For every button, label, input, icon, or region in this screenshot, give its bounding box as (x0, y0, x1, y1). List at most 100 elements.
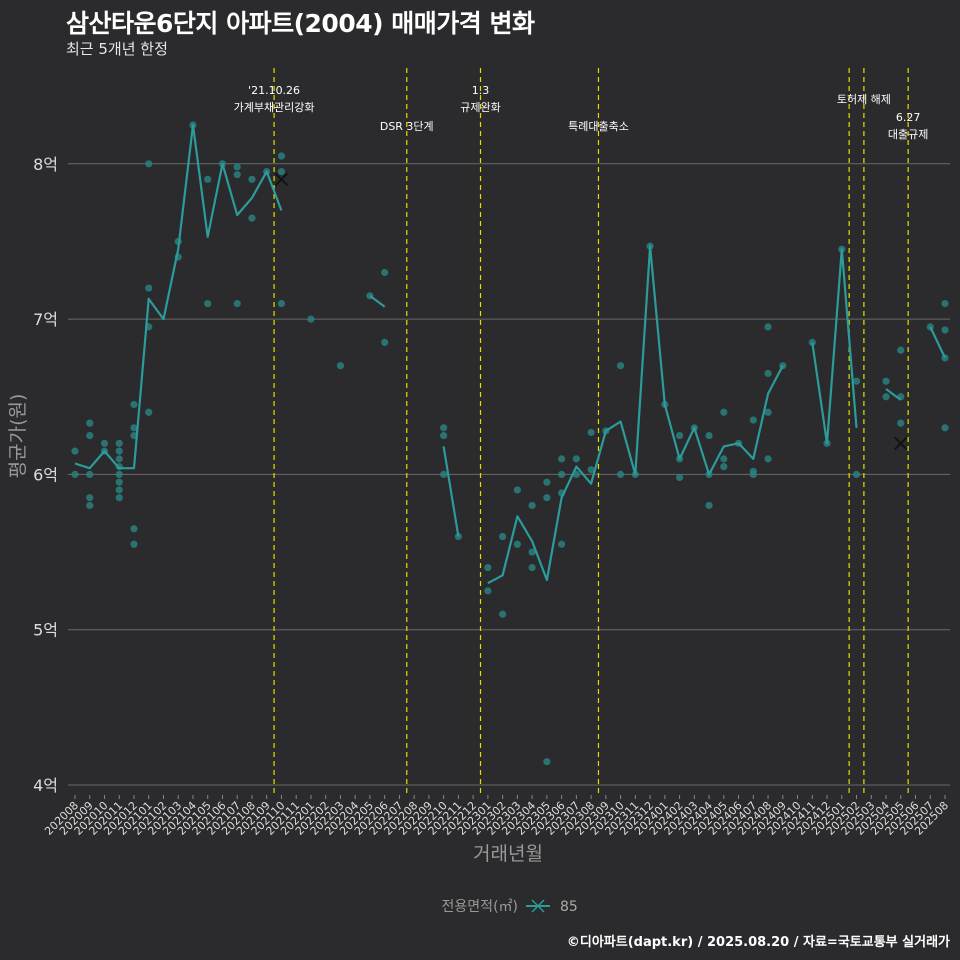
series-line (811, 248, 858, 445)
data-point (852, 377, 861, 385)
data-point (705, 431, 713, 440)
y-tick-label: 4억 (33, 776, 58, 795)
grid-lines (68, 163, 950, 786)
legend-label: 85 (560, 899, 578, 915)
cross-marker (274, 172, 289, 186)
data-point (720, 463, 728, 471)
series-line (929, 326, 946, 359)
data-point (440, 431, 448, 440)
data-point (233, 299, 241, 308)
data-point (705, 501, 713, 510)
data-point (528, 501, 536, 510)
data-point (71, 470, 79, 478)
data-point (277, 152, 286, 160)
data-point (926, 323, 934, 331)
data-point (941, 326, 949, 334)
data-point (499, 532, 507, 541)
data-point (720, 455, 728, 463)
average-price-line (74, 123, 946, 585)
data-point (115, 447, 123, 455)
data-point (587, 466, 595, 474)
data-point (882, 377, 890, 385)
x-axis-title: 거래년월 (473, 843, 543, 865)
data-point (336, 362, 345, 370)
series-line (885, 388, 902, 401)
data-point (897, 419, 905, 427)
data-point (852, 470, 861, 478)
data-point (543, 758, 551, 766)
data-point (100, 439, 109, 447)
data-point (130, 540, 138, 548)
series-line (369, 294, 386, 308)
data-point (484, 563, 492, 572)
data-point (587, 428, 595, 437)
legend-title: 전용면적(㎡) (442, 899, 518, 915)
data-point (454, 532, 462, 541)
data-point (115, 486, 123, 494)
data-point (145, 160, 153, 168)
data-point (277, 299, 286, 308)
series-line (74, 123, 283, 470)
data-point (145, 408, 153, 416)
data-point (675, 431, 684, 440)
data-point (115, 470, 123, 478)
data-point (115, 478, 123, 486)
event-label: 6.27 (896, 111, 921, 124)
event-label: 특례대출축소 (568, 120, 629, 133)
data-point (86, 431, 94, 440)
event-label: 가계부채관리강화 (234, 101, 315, 114)
data-point (248, 214, 256, 222)
y-tick-label: 6억 (33, 465, 58, 484)
data-point (115, 439, 123, 447)
event-label: 토허제 해제 (837, 92, 891, 106)
y-axis-title: 평균가(원) (7, 394, 29, 479)
data-point (86, 501, 94, 510)
data-point (764, 455, 772, 463)
data-point (233, 163, 241, 171)
y-axis-ticks: 4억 5억 6억 7억 8억 (33, 155, 58, 795)
data-point (749, 416, 757, 424)
data-point (941, 299, 949, 308)
data-point (233, 171, 241, 179)
data-point (543, 478, 551, 486)
data-point (86, 419, 94, 427)
x-axis-ticks: 2020082020092020102020112020122021012021… (42, 795, 951, 838)
data-point (808, 338, 816, 346)
data-point (528, 548, 536, 556)
legend: 전용면적(㎡) 85 (442, 899, 578, 915)
data-point (130, 424, 138, 432)
y-tick-label: 7억 (33, 310, 58, 329)
chart-subtitle: 최근 5개년 한정 (66, 40, 168, 58)
cross-marker (894, 436, 908, 450)
source-credit: ©디아파트(dapt.kr) / 2025.08.20 / 자료=국토교통부 실… (566, 935, 950, 950)
data-point (499, 610, 507, 618)
series-line (442, 446, 460, 537)
data-point (204, 175, 212, 183)
event-label: '21.10.26 (248, 84, 300, 97)
event-label: 규제완화 (460, 101, 500, 114)
data-point (115, 455, 123, 463)
data-point (764, 369, 772, 378)
data-point (897, 346, 905, 354)
data-point (145, 284, 153, 292)
legend-key (526, 899, 550, 913)
data-point (941, 424, 949, 432)
data-point (513, 486, 521, 494)
event-label: DSR 3단계 (380, 120, 434, 133)
data-point (130, 525, 138, 533)
data-point (381, 338, 389, 346)
series-line (487, 245, 784, 585)
data-point (528, 563, 536, 572)
data-point (749, 470, 757, 478)
data-point (720, 408, 728, 416)
data-point (616, 470, 625, 478)
data-point (204, 299, 212, 308)
data-point (71, 447, 79, 455)
data-point (558, 470, 566, 478)
data-point (764, 323, 772, 331)
data-point (572, 455, 580, 463)
data-point (440, 424, 448, 432)
data-point (277, 167, 286, 176)
